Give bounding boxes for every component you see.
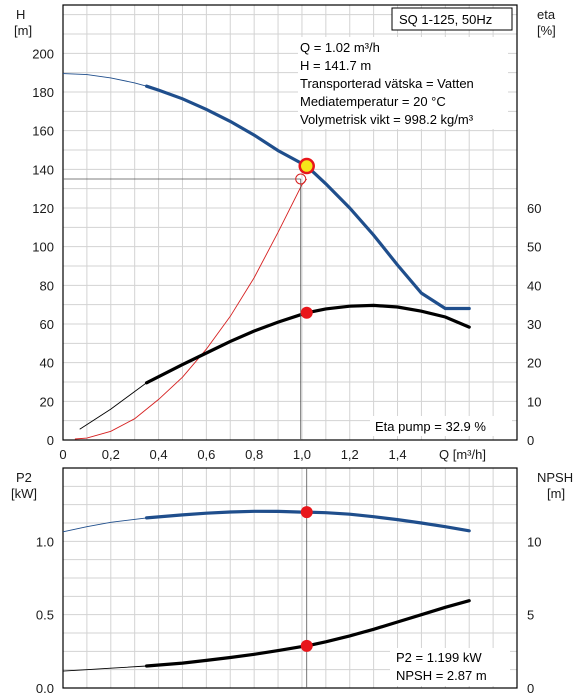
y-right-tick-label: 20: [527, 356, 541, 371]
npsh-axis-unit: [m]: [547, 486, 565, 501]
info-liquid: Transporterad vätska = Vatten: [300, 76, 474, 91]
y-left-tick-label: 120: [32, 201, 54, 216]
performance-panel: H [m] eta [%] 02040608010012014016018020…: [14, 4, 556, 462]
y-left-tick-label: 200: [32, 46, 54, 61]
x-tick-labels: 0 0,2 0,4 0,6 0,8 1,0 1,2 1,4: [59, 447, 406, 462]
y-left-tick-label: 80: [40, 278, 54, 293]
x-tick-label: 1,4: [388, 447, 406, 462]
x-tick-label: 0,6: [197, 447, 215, 462]
performance-curves: [62, 73, 471, 440]
p2-tick-label: 1.0: [36, 534, 54, 549]
info-p2: P2 = 1.199 kW: [396, 650, 482, 665]
info-flow: Q = 1.02 m³/h: [300, 40, 380, 55]
info-temperature: Mediatemperatur = 20 °C: [300, 94, 446, 109]
y-left-tick-label: 60: [40, 317, 54, 332]
head-curve-line-extension: [62, 73, 147, 87]
power-npsh-curves: [62, 468, 471, 688]
x-tick-label: 0,8: [245, 447, 263, 462]
y-right-tick-labels: 0 10 20 30 40 50 60: [527, 201, 541, 448]
x-tick-label: 1,0: [293, 447, 311, 462]
p2-tick-label: 0.0: [36, 681, 54, 696]
y-right-tick-label: 10: [527, 394, 541, 409]
p2-axis-unit: [kW]: [11, 486, 37, 501]
y-left-tick-label: 40: [40, 356, 54, 371]
p2-tick-labels: 0.0 0.5 1.0: [36, 534, 54, 696]
power-info-box: [390, 648, 510, 686]
y-right-tick-label: 40: [527, 278, 541, 293]
x-tick-label: 0: [59, 447, 66, 462]
x-tick-label: 0,2: [102, 447, 120, 462]
performance-plot-frame: [62, 4, 518, 441]
npsh-duty-point: [300, 639, 313, 652]
chart-title-box: [391, 7, 513, 31]
y-left-tick-label: 160: [32, 124, 54, 139]
y-left-tick-label: 140: [32, 162, 54, 177]
info-head: H = 141.7 m: [300, 58, 371, 73]
x-tick-label: 0,4: [150, 447, 168, 462]
y-left-tick-labels: 0 20 40 60 80 100 120 140 160 180 200: [32, 46, 54, 448]
power-duty-point: [300, 506, 313, 519]
p2-tick-label: 0.5: [36, 608, 54, 623]
info-npsh: NPSH = 2.87 m: [396, 668, 487, 683]
npsh-tick-labels: 0 5 10: [527, 534, 541, 696]
npsh-axis-title: NPSH: [537, 470, 573, 485]
info-density: Volymetrisk vikt = 998.2 kg/m³: [300, 112, 474, 127]
y-right-axis-title: eta: [537, 7, 556, 22]
npsh-tick-label: 0: [527, 681, 534, 696]
system-curve-line: [74, 178, 308, 440]
eta-note-box: [370, 416, 512, 436]
y-right-tick-label: 30: [527, 317, 541, 332]
eta-pump-note: Eta pump = 32.9 %: [375, 419, 486, 434]
y-right-axis-unit: [%]: [537, 23, 556, 38]
chart-title: SQ 1-125, 50Hz: [399, 12, 492, 27]
y-left-tick-label: 20: [40, 394, 54, 409]
power-npsh-plot-frame: [62, 467, 518, 689]
power-npsh-panel: P2 [kW] NPSH [m] 0.0 0.5 1.0 0 5 10 P2 = 1.1…: [11, 467, 573, 696]
operating-point: [298, 157, 315, 175]
y-left-axis-unit: [m]: [14, 23, 32, 38]
x-axis-title: Q [m³/h]: [439, 447, 486, 462]
y-left-tick-label: 0: [47, 433, 54, 448]
power-curve-line-extension: [62, 517, 147, 533]
y-right-tick-label: 50: [527, 240, 541, 255]
npsh-tick-label: 5: [527, 608, 534, 623]
y-left-tick-label: 180: [32, 85, 54, 100]
npsh-tick-label: 10: [527, 534, 541, 549]
system-duty-point: [295, 173, 307, 185]
npsh-curve-line-extension: [62, 665, 147, 672]
efficiency-curve-line-extension: [79, 382, 147, 430]
y-right-tick-label: 0: [527, 433, 534, 448]
efficiency-duty-point: [300, 306, 313, 319]
x-tick-label: 1,2: [341, 447, 359, 462]
y-right-tick-label: 60: [527, 201, 541, 216]
y-left-axis-title: H: [16, 7, 25, 22]
duty-info-box: [298, 37, 508, 129]
p2-axis-title: P2: [16, 470, 32, 485]
y-left-tick-label: 100: [32, 240, 54, 255]
